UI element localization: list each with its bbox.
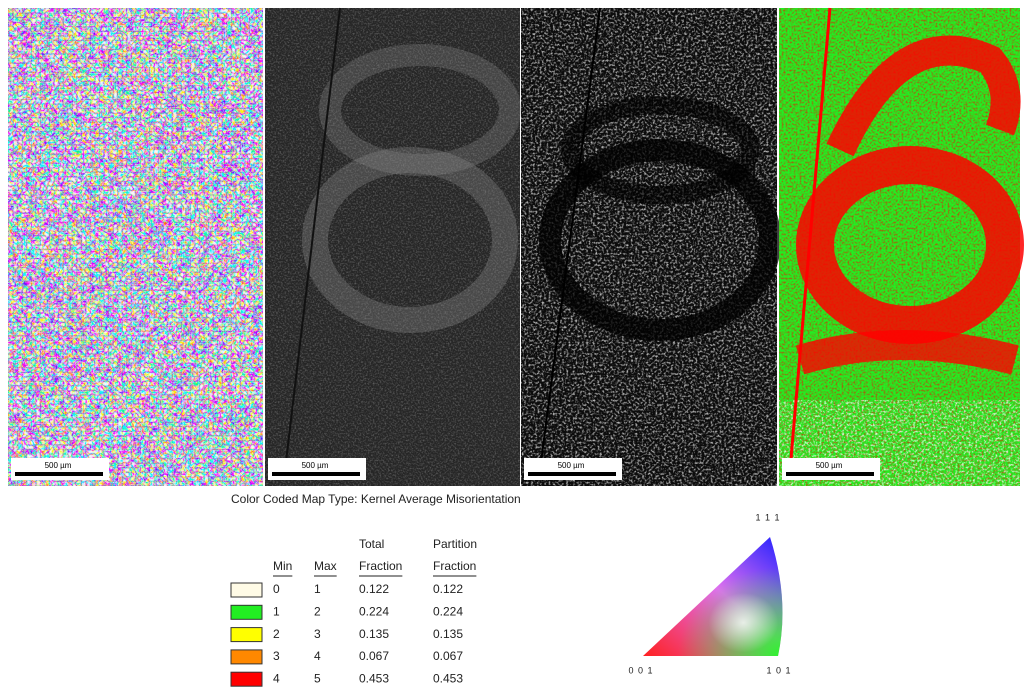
- cell-total: 0.135: [359, 627, 389, 641]
- cell-max: 2: [314, 604, 321, 618]
- cell-min: 1: [273, 604, 280, 618]
- scale-bar: 500 µm: [782, 458, 880, 480]
- ipf-key: 1 1 1 0 0 1 1 0 1: [628, 512, 791, 675]
- cell-partition: 0.135: [433, 627, 463, 641]
- cell-max: 4: [314, 649, 321, 663]
- scale-bar-label: 500 µm: [816, 461, 843, 470]
- scale-bar-line: [786, 472, 874, 476]
- cell-partition: 0.122: [433, 582, 463, 596]
- legend-swatch: [231, 628, 262, 642]
- ipf-label-001: 0 0 1: [628, 665, 653, 675]
- cell-min: 2: [273, 627, 280, 641]
- legend-swatch: [231, 583, 262, 597]
- cell-partition: 0.067: [433, 649, 463, 663]
- legend-swatch: [231, 672, 262, 686]
- header-total: Total: [359, 537, 384, 551]
- header-min: Min: [273, 559, 292, 573]
- header-partition: Partition: [433, 537, 477, 551]
- scale-bar-label: 500 µm: [558, 461, 585, 470]
- cell-max: 5: [314, 671, 321, 685]
- cell-max: 1: [314, 582, 321, 596]
- scale-bar-label: 500 µm: [45, 461, 72, 470]
- legend-swatch: [231, 650, 262, 664]
- scale-bar-line: [15, 472, 103, 476]
- scale-bar: 500 µm: [11, 458, 109, 480]
- scale-bar-label: 500 µm: [302, 461, 329, 470]
- cell-min: 4: [273, 671, 280, 685]
- cell-min: 3: [273, 649, 280, 663]
- header-partition: Fraction: [433, 559, 476, 573]
- panel-orientation: [8, 8, 263, 486]
- cell-max: 3: [314, 627, 321, 641]
- cell-total: 0.224: [359, 604, 389, 618]
- cell-min: 0: [273, 582, 280, 596]
- legend-title: Color Coded Map Type: Kernel Average Mis…: [231, 492, 521, 506]
- scale-bar-line: [528, 472, 616, 476]
- panel-contrast: [521, 8, 777, 486]
- cell-partition: 0.453: [433, 671, 463, 685]
- cell-total: 0.067: [359, 649, 389, 663]
- legend-swatch: [231, 605, 262, 619]
- cell-total: 0.453: [359, 671, 389, 685]
- figure: 500 µm 500 µm 500 µm 500 µm Color Coded Map…: [0, 0, 1026, 688]
- scale-bar: 500 µm: [268, 458, 366, 480]
- cell-total: 0.122: [359, 582, 389, 596]
- cell-partition: 0.224: [433, 604, 463, 618]
- ipf-label-111: 1 1 1: [755, 512, 780, 522]
- header-max: Max: [314, 559, 337, 573]
- panel-quality: [265, 8, 520, 486]
- header-total: Fraction: [359, 559, 402, 573]
- scale-bar: 500 µm: [524, 458, 622, 480]
- scale-bar-line: [272, 472, 360, 476]
- ipf-label-101: 1 0 1: [766, 665, 791, 675]
- panel-kam: [779, 8, 1020, 486]
